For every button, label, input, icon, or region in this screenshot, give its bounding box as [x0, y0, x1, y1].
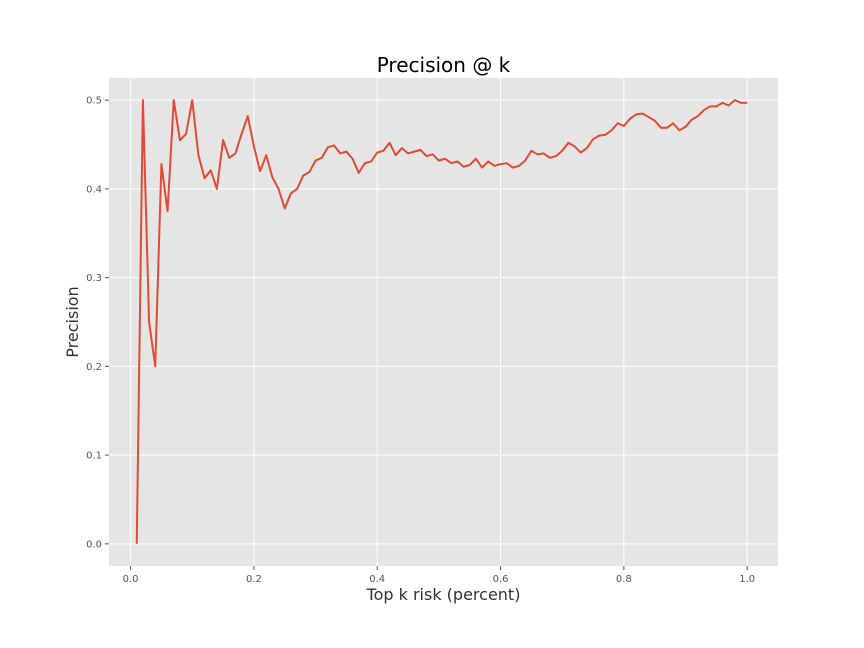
tick-labels: 0.0 0.2 0.4 0.6 0.8 1.0 0.0 0.1 0.2 0.3 0.4 0.5 — [86, 96, 755, 585]
chart-title: Precision @ k — [377, 53, 511, 77]
y-tick-label: 0.4 — [86, 184, 102, 195]
y-tick-label: 0.2 — [86, 362, 102, 373]
plot-area — [109, 78, 778, 566]
x-tick-label: 0.4 — [369, 574, 385, 585]
x-tick-label: 0.8 — [616, 574, 632, 585]
x-tick-label: 0.6 — [493, 574, 509, 585]
x-axis-label: Top k risk (percent) — [366, 585, 521, 604]
y-tick-label: 0.5 — [86, 96, 102, 107]
x-tick-label: 0.0 — [123, 574, 139, 585]
series-layer — [135, 99, 748, 544]
x-tick-label: 1.0 — [739, 574, 755, 585]
x-tick-label: 0.2 — [246, 574, 262, 585]
y-tick-label: 0.1 — [86, 451, 102, 462]
gridlines — [109, 78, 778, 566]
series-line — [135, 99, 748, 544]
y-tick-label: 0.3 — [86, 273, 102, 284]
y-axis-label: Precision — [63, 286, 82, 357]
y-tick-label: 0.0 — [86, 539, 102, 550]
